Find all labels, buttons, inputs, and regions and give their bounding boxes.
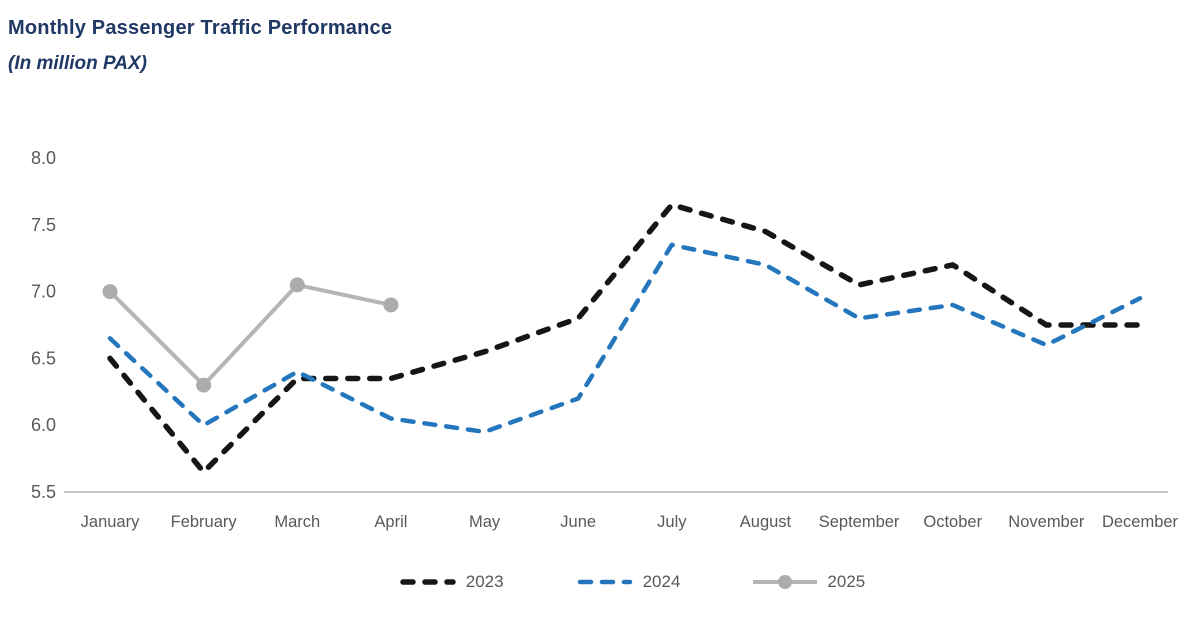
y-tick-label: 8.0 — [31, 148, 56, 168]
legend-label-2024: 2024 — [642, 572, 681, 591]
x-tick-label: December — [1102, 513, 1179, 531]
series-2025-marker — [289, 277, 305, 293]
y-tick-label: 5.5 — [31, 482, 56, 502]
x-tick-label: February — [171, 513, 238, 531]
legend-item-2023: 2023 — [399, 572, 504, 592]
x-tick-label: October — [923, 513, 982, 531]
chart-header: Monthly Passenger Traffic Performance (I… — [8, 14, 392, 76]
legend-dashed-line-icon — [400, 579, 456, 585]
y-tick-label: 7.5 — [31, 215, 56, 235]
series-2025-marker — [383, 297, 399, 313]
legend-item-2024: 2024 — [576, 572, 681, 592]
legend-marker-line-icon — [753, 575, 818, 589]
chart-title: Monthly Passenger Traffic Performance — [8, 17, 393, 39]
x-tick-label: August — [740, 513, 792, 531]
y-tick-label: 6.5 — [31, 348, 56, 368]
legend-label-2025: 2025 — [827, 572, 866, 591]
series-2023-line — [107, 202, 1143, 475]
x-tick-label: June — [560, 513, 596, 531]
legend-label-2023: 2023 — [465, 572, 504, 591]
series-2025-marker — [102, 284, 118, 300]
y-tick-label: 7.0 — [31, 282, 56, 302]
series-2025-marker — [196, 377, 212, 393]
chart-subtitle: (In million PAX) — [8, 53, 147, 74]
legend-dashed-line-icon — [577, 579, 632, 585]
chart-legend: 2023 2024 2025 — [32, 572, 1200, 592]
series-2025-line — [108, 282, 392, 388]
x-tick-label: March — [274, 513, 320, 531]
x-tick-label: November — [1008, 513, 1085, 531]
x-tick-label: April — [374, 513, 407, 531]
x-tick-label: January — [81, 513, 140, 531]
y-tick-label: 6.0 — [31, 415, 56, 435]
x-tick-label: September — [819, 513, 900, 531]
series-2024-line — [107, 242, 1143, 435]
x-tick-label: July — [657, 513, 687, 531]
x-tick-label: May — [469, 513, 501, 531]
legend-item-2025: 2025 — [752, 572, 865, 592]
